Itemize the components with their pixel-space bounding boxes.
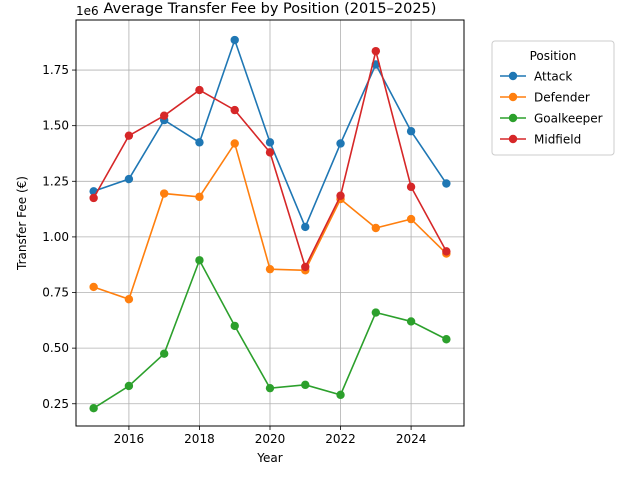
legend-label-defender: Defender — [534, 91, 590, 105]
grid — [76, 20, 464, 426]
y-tick-label: 0.75 — [42, 286, 69, 300]
data-point-goalkeeper — [301, 380, 310, 390]
x-axis-ticks: 2016 2018 2020 2022 2024 — [114, 426, 427, 446]
x-tick-label: 2018 — [184, 432, 215, 446]
chart-title: Average Transfer Fee by Position (2015–2… — [104, 1, 437, 17]
data-point-goalkeeper — [442, 335, 451, 344]
x-axis-label: Year — [256, 451, 282, 465]
data-point-goalkeeper — [371, 308, 381, 317]
data-point-midfield — [159, 111, 169, 120]
data-point-midfield — [406, 182, 416, 192]
data-point-goalkeeper — [124, 381, 134, 391]
data-point-defender — [406, 214, 416, 224]
y-tick-label: 0.50 — [42, 341, 69, 355]
data-point-defender — [230, 139, 239, 148]
y-tick-label: 1.00 — [42, 230, 69, 244]
legend-item-defender: Defender — [500, 91, 590, 105]
legend-item-attack: Attack — [500, 70, 572, 84]
legend-item-goalkeeper: Goalkeeper — [500, 112, 603, 126]
series-attack — [89, 35, 451, 232]
data-point-midfield — [89, 193, 98, 203]
x-tick-label: 2024 — [396, 432, 427, 446]
legend: Position Attack Defender Goalkeeper Midfiel… — [491, 40, 615, 156]
x-tick-label: 2022 — [325, 432, 356, 446]
data-point-goalkeeper — [159, 349, 169, 358]
legend-label-goalkeeper: Goalkeeper — [534, 112, 603, 126]
legend-box — [491, 40, 615, 156]
legend-items: Attack Defender Goalkeeper Midfield — [500, 70, 603, 147]
y-axis-ticks: 0.25 0.50 0.75 1.00 1.25 1.50 1.75 — [42, 63, 76, 411]
data-point-midfield — [195, 85, 204, 95]
series-layer — [89, 35, 451, 413]
data-point-midfield — [301, 262, 310, 272]
data-point-defender — [89, 282, 98, 292]
data-point-defender — [265, 264, 275, 274]
data-point-midfield — [124, 131, 134, 140]
series-midfield — [89, 46, 451, 272]
x-tick-label: 2020 — [255, 432, 286, 446]
legend-title: Position — [530, 49, 577, 63]
data-point-goalkeeper — [406, 317, 416, 326]
data-point-attack — [406, 127, 416, 136]
data-point-defender — [124, 294, 134, 304]
data-point-goalkeeper — [265, 383, 275, 393]
legend-item-midfield: Midfield — [500, 133, 581, 147]
series-goalkeeper — [89, 256, 451, 413]
data-point-attack — [195, 138, 204, 147]
data-point-attack — [336, 139, 345, 148]
data-point-attack — [230, 35, 239, 45]
data-point-defender — [371, 223, 381, 233]
legend-marker-attack — [508, 71, 518, 81]
y-axis-multiplier: 1e6 — [76, 4, 99, 18]
data-point-midfield — [230, 105, 239, 115]
data-point-goalkeeper — [230, 321, 239, 331]
legend-label-midfield: Midfield — [534, 133, 581, 147]
data-point-midfield — [371, 46, 381, 56]
data-point-midfield — [265, 148, 275, 157]
y-tick-label: 1.75 — [42, 63, 69, 77]
data-point-defender — [159, 189, 169, 198]
data-point-goalkeeper — [89, 404, 98, 413]
legend-marker-goalkeeper — [508, 113, 518, 123]
y-axis-label: Transfer Fee (€) — [15, 176, 29, 271]
y-tick-label: 1.25 — [42, 174, 69, 188]
legend-label-attack: Attack — [534, 70, 572, 84]
data-point-midfield — [336, 191, 345, 200]
legend-marker-defender — [508, 92, 518, 102]
data-point-defender — [195, 192, 204, 202]
data-point-attack — [442, 179, 451, 188]
data-point-midfield — [442, 247, 451, 256]
data-point-attack — [265, 138, 275, 147]
y-tick-label: 1.50 — [42, 119, 69, 133]
x-tick-label: 2016 — [114, 432, 145, 446]
data-point-attack — [301, 222, 310, 232]
legend-marker-midfield — [508, 134, 518, 144]
data-point-attack — [124, 174, 134, 184]
data-point-goalkeeper — [336, 390, 345, 400]
y-tick-label: 0.25 — [42, 397, 69, 411]
data-point-goalkeeper — [195, 256, 204, 265]
